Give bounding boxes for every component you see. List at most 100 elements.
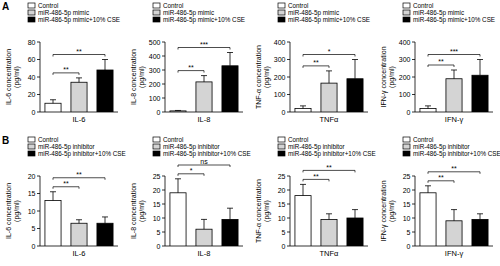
error-bar <box>425 186 431 193</box>
bar <box>97 223 113 246</box>
bars <box>170 179 238 246</box>
subplot: 0510152025TNF-α concentration(pg/ml)TNFα… <box>255 136 376 258</box>
significance-label: *** <box>200 41 208 48</box>
bar <box>97 70 113 112</box>
bars <box>420 60 488 113</box>
error-bar <box>451 210 457 221</box>
significance-bracket <box>428 181 454 183</box>
significance-bracket <box>178 174 204 176</box>
significance-bracket <box>178 165 230 167</box>
y-tick-label: 100 <box>399 91 411 98</box>
y-tick-label: 10 <box>403 215 411 222</box>
bar <box>347 218 363 246</box>
y-tick <box>162 70 165 71</box>
figure: AB020406080IL-6 concentration(pg/ml)IL-6… <box>0 0 500 266</box>
subplot: 020406080IL-6 concentration(pg/ml)IL-6Co… <box>5 2 120 124</box>
y-tick <box>287 77 290 78</box>
y-tick <box>162 98 165 99</box>
error-bar <box>477 214 483 220</box>
legend-swatch <box>28 17 35 22</box>
significance-bracket <box>53 187 79 189</box>
legend-swatch <box>153 3 160 8</box>
error-bar <box>326 214 332 220</box>
bar <box>222 66 238 112</box>
y-tick-label: 40 <box>28 74 36 81</box>
error-bar <box>300 184 306 195</box>
significance-label: ** <box>451 165 457 172</box>
y-tick-label: 0 <box>407 243 411 250</box>
bar <box>196 82 212 112</box>
legend-label: Control <box>413 2 433 9</box>
bar <box>446 221 462 246</box>
y-tick <box>287 218 290 219</box>
y-tick-label: 10 <box>153 215 161 222</box>
y-tick-label: 15 <box>403 201 411 208</box>
y-tick <box>37 193 40 194</box>
significance-label: ** <box>188 64 194 71</box>
significance-bracket <box>178 48 230 50</box>
y-axis <box>415 176 416 246</box>
y-axis-label: (pg/ml) <box>138 200 146 222</box>
y-tick <box>162 190 165 191</box>
bar <box>71 82 87 112</box>
significance-bracket <box>53 178 105 180</box>
error-bar <box>326 71 332 83</box>
legend-swatch <box>403 144 410 149</box>
significance-bracket <box>178 71 204 73</box>
legend-label: miR-486-5p mimic+10% CSE <box>38 16 120 24</box>
legend-label: miR-486-5p inhibitor+10% CSE <box>163 150 251 158</box>
y-axis-label: IL-6 concentration <box>5 183 12 239</box>
error-bar <box>201 76 207 82</box>
legend-label: Control <box>163 136 183 143</box>
y-tick-label: 100 <box>274 91 286 98</box>
y-axis-label: (pg/ml) <box>263 200 271 222</box>
x-tick-label: TNFα <box>320 249 340 258</box>
legend-label: Control <box>163 2 183 9</box>
subplot: 0100200300400IFN-γ concentration(pg/ml)I… <box>380 2 495 124</box>
y-tick <box>37 94 40 95</box>
legend-label: Control <box>288 2 308 9</box>
subplot: 0510152025IL-8 concentration(pg/ml)IL-8C… <box>130 136 251 258</box>
y-tick <box>162 42 165 43</box>
y-tick <box>162 112 165 113</box>
y-tick <box>412 59 415 60</box>
error-bar <box>227 208 233 219</box>
legend-swatch <box>153 137 160 142</box>
y-tick-label: 20 <box>278 187 286 194</box>
bars <box>295 184 363 246</box>
legend-label: Control <box>38 136 58 143</box>
y-tick <box>37 42 40 43</box>
y-tick-label: 15 <box>153 201 161 208</box>
y-tick-label: 100 <box>149 95 161 102</box>
legend-swatch <box>28 151 35 156</box>
bars <box>295 60 363 113</box>
legend-label: miR-486-5p mimic+10% CSE <box>163 16 245 24</box>
y-tick <box>287 204 290 205</box>
y-tick-label: 300 <box>399 56 411 63</box>
y-tick-label: 400 <box>274 39 286 46</box>
y-axis <box>165 42 166 112</box>
y-tick <box>162 218 165 219</box>
y-tick <box>412 42 415 43</box>
y-tick <box>37 246 40 247</box>
y-tick-label: 25 <box>403 173 411 180</box>
y-axis-label: (pg/ml) <box>388 66 396 88</box>
y-axis-label: TNF-α concentration <box>255 45 262 109</box>
legend-swatch <box>28 144 35 149</box>
y-tick-label: 5 <box>407 229 411 236</box>
legend-swatch <box>278 151 285 156</box>
error-bar <box>102 60 108 71</box>
legend-label: miR-486-5p mimic+10% CSE <box>288 16 370 24</box>
error-bar <box>352 60 358 79</box>
error-bar <box>102 217 108 223</box>
y-tick <box>287 59 290 60</box>
bar <box>472 75 488 112</box>
legend-swatch <box>278 144 285 149</box>
legend-swatch <box>403 17 410 22</box>
y-axis <box>290 176 291 246</box>
bar <box>71 223 87 246</box>
error-bar <box>425 106 431 109</box>
y-tick-label: 300 <box>149 67 161 74</box>
y-tick-label: 400 <box>149 53 161 60</box>
y-tick-label: 15 <box>278 201 286 208</box>
